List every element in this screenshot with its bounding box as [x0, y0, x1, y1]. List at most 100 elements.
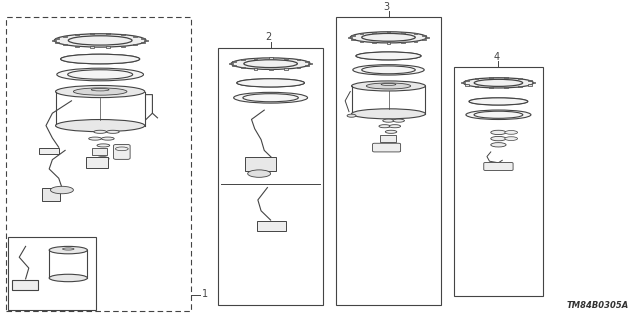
Ellipse shape	[491, 137, 506, 141]
Bar	[269, 57, 273, 58]
Bar	[360, 33, 364, 34]
Ellipse shape	[383, 119, 394, 122]
Bar	[504, 77, 508, 78]
Ellipse shape	[356, 52, 421, 60]
Bar	[106, 33, 110, 34]
Bar	[90, 33, 94, 34]
FancyBboxPatch shape	[92, 148, 107, 155]
FancyBboxPatch shape	[86, 158, 108, 168]
Bar	[218, 48, 323, 305]
Bar	[305, 61, 309, 62]
Bar	[465, 85, 468, 86]
Bar	[241, 67, 244, 68]
Ellipse shape	[231, 58, 310, 70]
Ellipse shape	[61, 54, 140, 64]
Ellipse shape	[74, 88, 127, 95]
Bar	[475, 78, 479, 79]
Bar	[296, 59, 300, 60]
Ellipse shape	[248, 170, 271, 177]
Bar	[133, 35, 137, 37]
Bar	[284, 68, 287, 70]
Bar	[253, 68, 257, 70]
Bar	[63, 44, 67, 45]
Ellipse shape	[466, 110, 531, 120]
Ellipse shape	[56, 120, 145, 132]
Bar	[133, 44, 137, 45]
Ellipse shape	[351, 81, 426, 91]
Bar	[401, 32, 405, 33]
Bar	[489, 87, 493, 88]
FancyBboxPatch shape	[484, 162, 513, 171]
Bar	[387, 31, 390, 33]
Bar	[518, 86, 522, 87]
Ellipse shape	[469, 98, 528, 105]
Bar	[425, 37, 429, 38]
FancyBboxPatch shape	[39, 148, 60, 154]
Bar	[63, 35, 67, 37]
Text: 1: 1	[202, 289, 207, 299]
Bar	[253, 58, 257, 59]
Bar	[284, 58, 287, 59]
Bar	[413, 33, 417, 34]
Ellipse shape	[63, 248, 74, 250]
Bar	[232, 61, 236, 62]
Ellipse shape	[505, 130, 518, 134]
FancyBboxPatch shape	[372, 143, 401, 152]
Bar	[475, 86, 479, 87]
Bar	[90, 46, 94, 48]
Ellipse shape	[97, 144, 109, 147]
Ellipse shape	[353, 65, 424, 75]
Bar	[52, 40, 56, 41]
Bar	[296, 67, 300, 68]
Ellipse shape	[347, 114, 356, 117]
Bar	[232, 65, 236, 66]
Ellipse shape	[356, 52, 421, 60]
Bar	[454, 67, 543, 296]
Bar	[8, 237, 96, 310]
FancyBboxPatch shape	[245, 158, 276, 171]
Text: 2: 2	[266, 33, 272, 42]
Ellipse shape	[505, 137, 518, 140]
Ellipse shape	[51, 186, 74, 194]
Bar	[518, 78, 522, 79]
Bar	[351, 39, 355, 40]
Bar	[401, 42, 405, 43]
Bar	[360, 41, 364, 42]
Ellipse shape	[491, 130, 506, 135]
Bar	[351, 34, 355, 36]
Bar	[269, 69, 273, 70]
Bar	[76, 34, 79, 35]
FancyBboxPatch shape	[257, 221, 286, 231]
Bar	[229, 63, 233, 64]
Ellipse shape	[351, 109, 426, 119]
Ellipse shape	[366, 83, 411, 89]
Ellipse shape	[469, 98, 528, 105]
Bar	[144, 40, 148, 41]
Bar	[372, 42, 376, 43]
Bar	[121, 46, 125, 47]
Ellipse shape	[389, 125, 401, 128]
Ellipse shape	[89, 137, 101, 140]
Bar	[241, 59, 244, 60]
Bar	[336, 17, 441, 305]
Ellipse shape	[385, 130, 397, 133]
Bar	[372, 32, 376, 33]
Ellipse shape	[54, 34, 146, 47]
Bar	[461, 82, 465, 84]
Bar	[308, 63, 312, 64]
Text: 3: 3	[383, 2, 390, 12]
Ellipse shape	[237, 79, 305, 87]
Text: 4: 4	[493, 52, 499, 62]
Bar	[413, 41, 417, 42]
Bar	[465, 80, 468, 81]
Ellipse shape	[106, 130, 119, 133]
Bar	[55, 38, 59, 39]
Ellipse shape	[237, 79, 305, 87]
Ellipse shape	[49, 246, 88, 254]
Bar	[305, 65, 309, 66]
Ellipse shape	[491, 143, 506, 147]
Ellipse shape	[94, 130, 106, 133]
Bar	[504, 87, 508, 88]
Bar	[348, 37, 352, 38]
Ellipse shape	[393, 119, 404, 122]
